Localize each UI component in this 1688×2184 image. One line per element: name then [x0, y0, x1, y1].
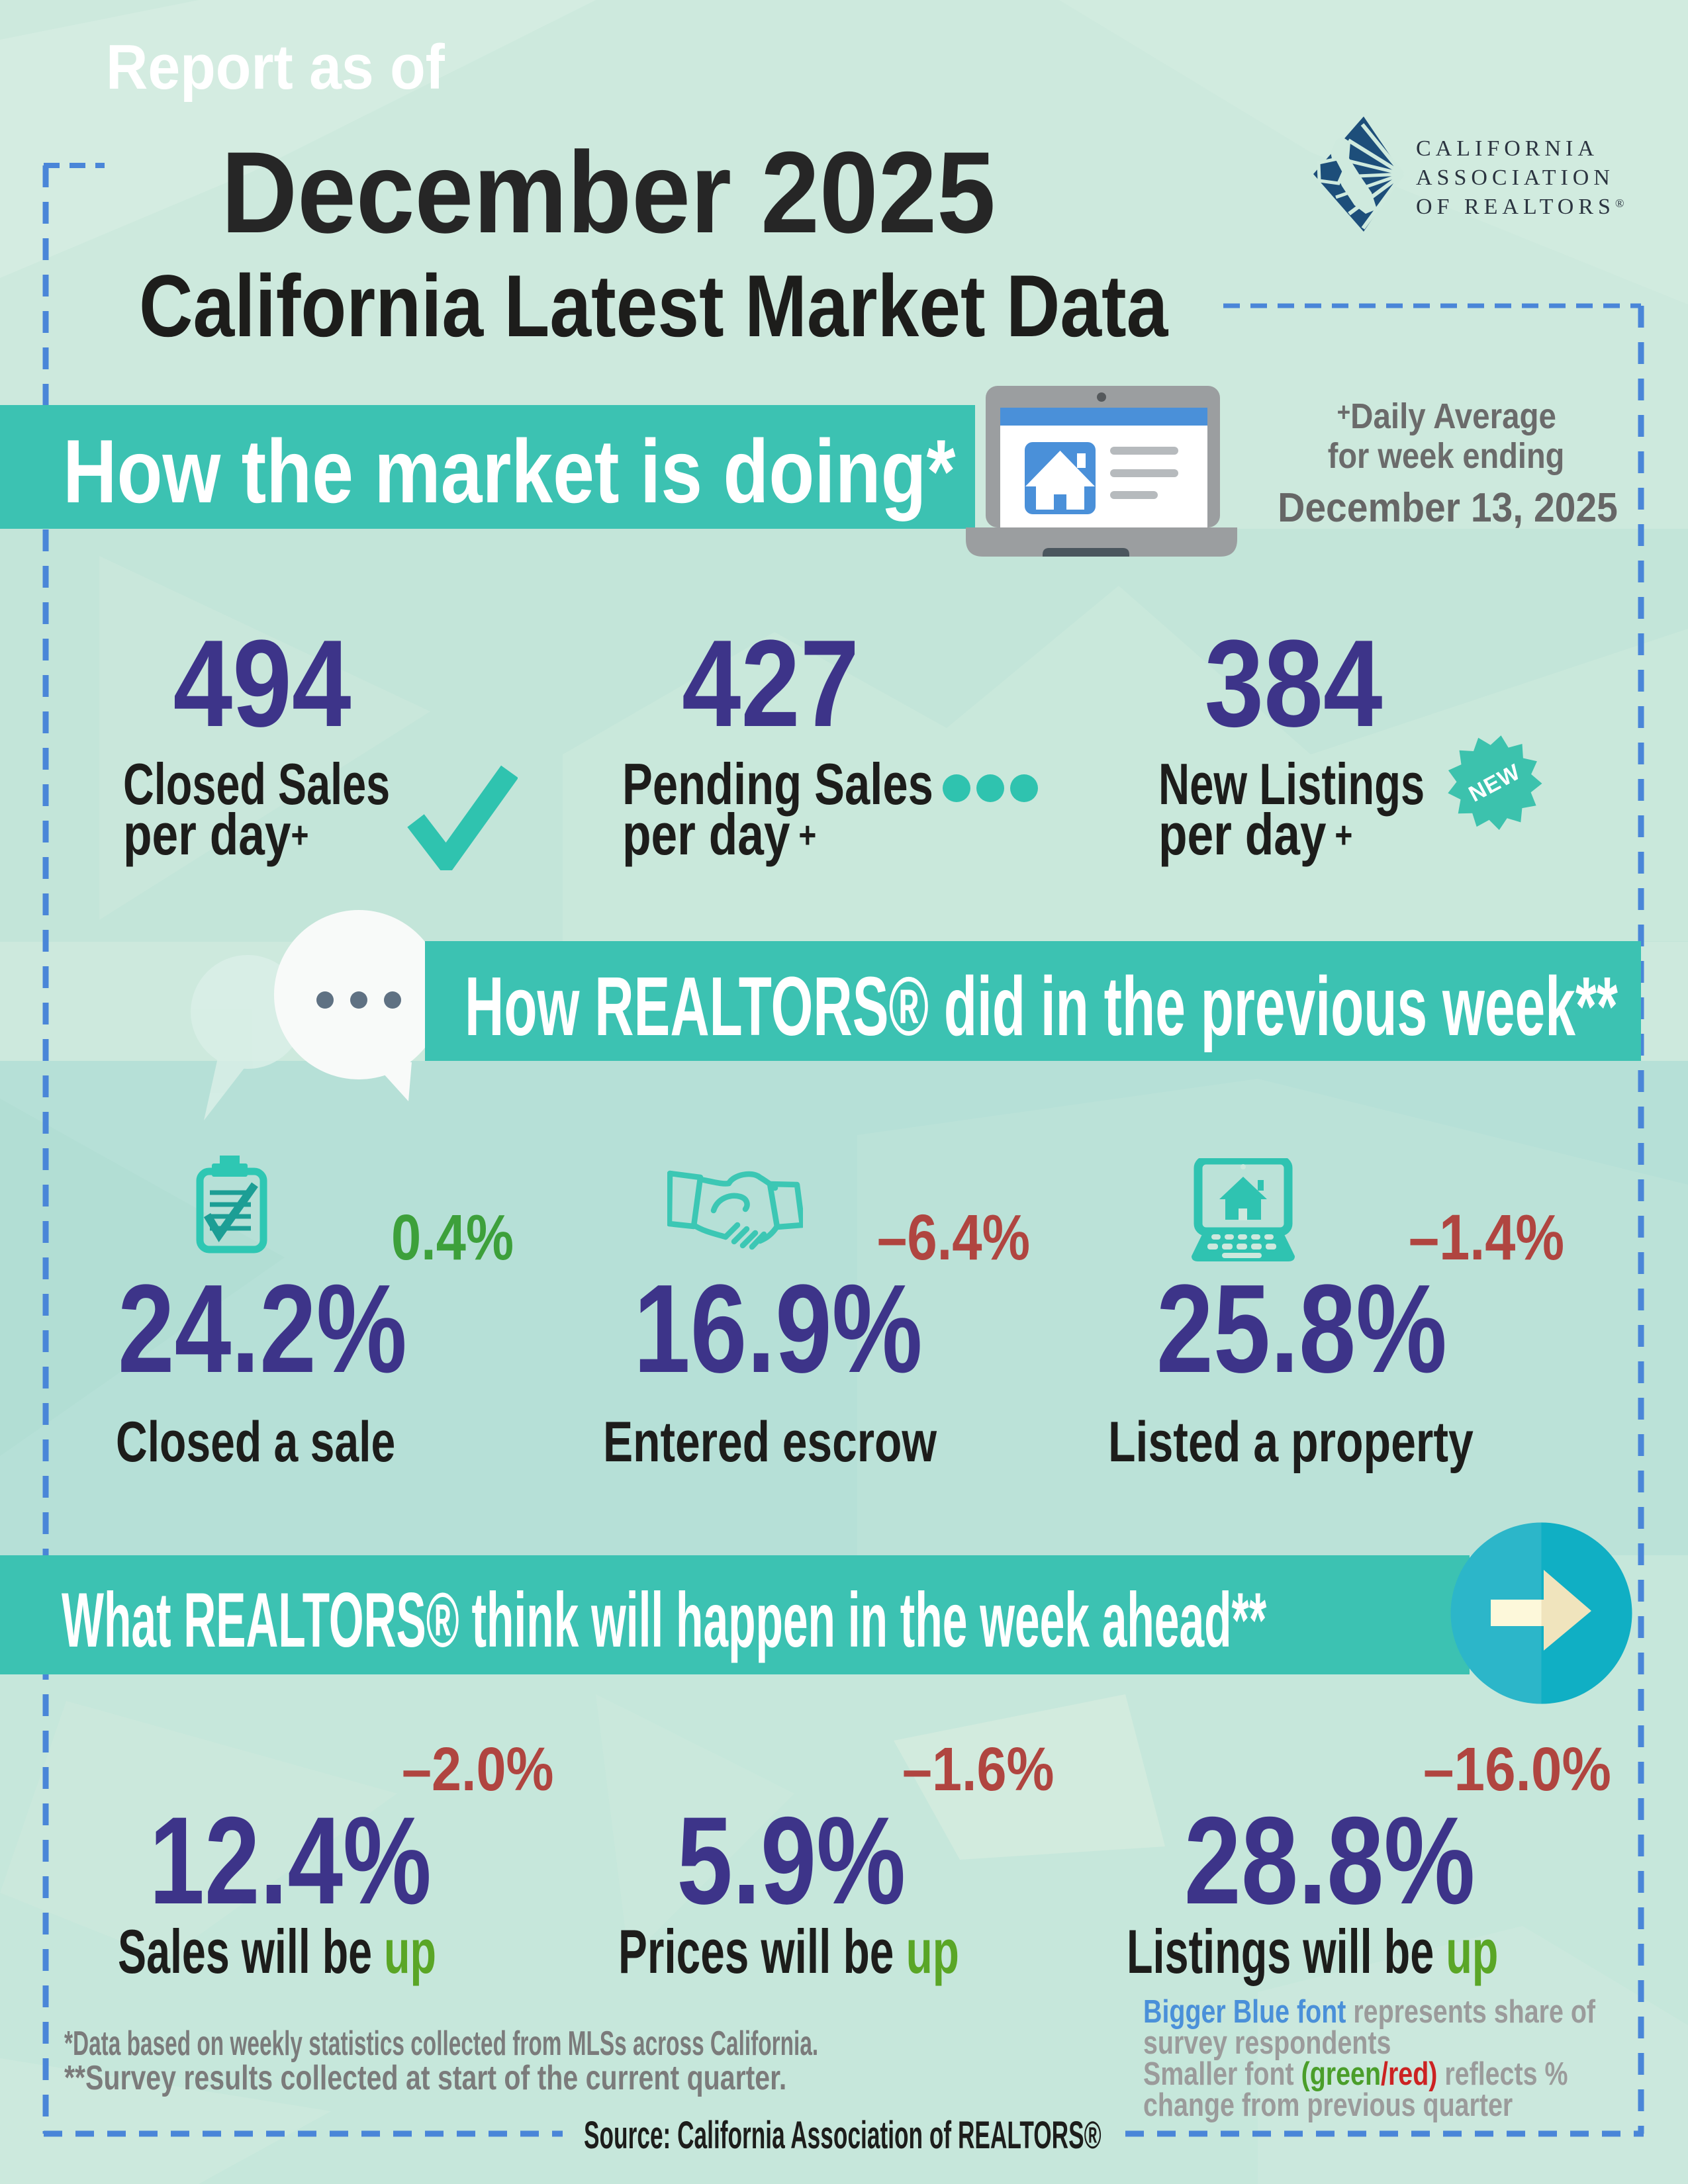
- svg-text:CALIFORNIA: CALIFORNIA: [1416, 136, 1599, 161]
- svg-text:ASSOCIATION: ASSOCIATION: [1416, 165, 1615, 190]
- svg-text:OF REALTORS®: OF REALTORS®: [1416, 195, 1629, 219]
